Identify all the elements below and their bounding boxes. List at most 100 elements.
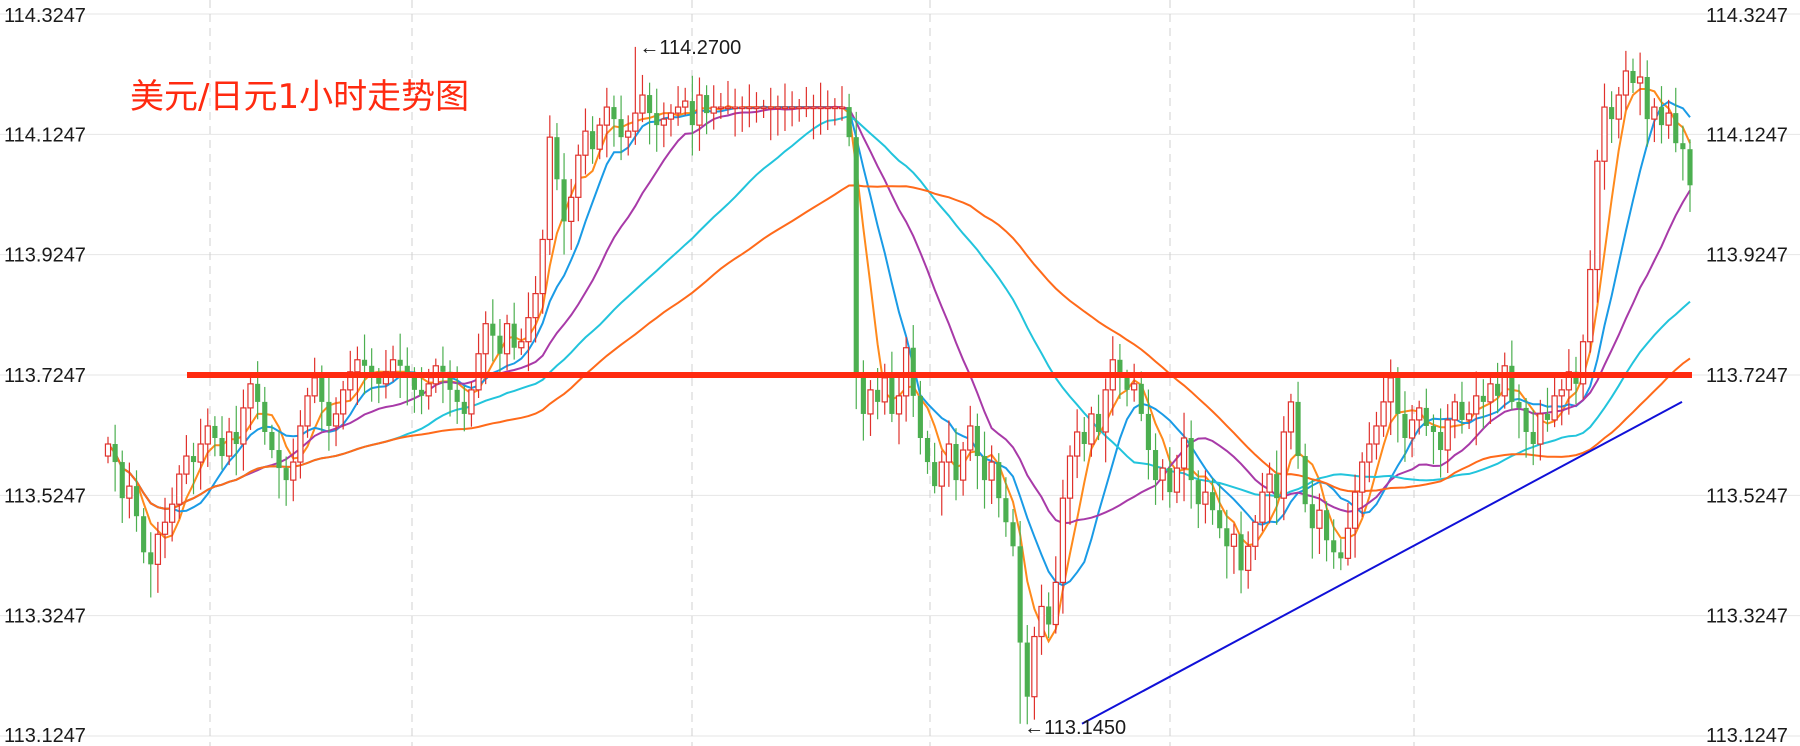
candle-19 (240, 389, 247, 471)
candle-25 (283, 456, 289, 506)
candle-body (1416, 407, 1423, 421)
candle-66 (575, 144, 582, 222)
candle-body (161, 521, 169, 535)
candle-88 (731, 88, 739, 137)
candle-body (867, 389, 874, 415)
candle-body (1159, 467, 1166, 481)
candle-13 (197, 418, 204, 490)
candle-222 (1687, 139, 1693, 212)
candle-body (1487, 383, 1494, 403)
candle-18 (233, 405, 239, 476)
candle-body (148, 552, 154, 565)
candle-140 (1102, 378, 1109, 463)
candle-218 (1658, 86, 1665, 144)
candle-body (176, 473, 183, 505)
candle-body (1601, 106, 1608, 162)
ma20-line (107, 105, 1691, 525)
candle-214 (1630, 58, 1636, 94)
candle-219 (1665, 99, 1672, 139)
candle-body (988, 461, 995, 481)
candle-117 (938, 450, 945, 516)
candle-77 (654, 88, 660, 152)
candle-body (974, 425, 980, 457)
candle-body (1238, 534, 1244, 571)
candle-body (831, 106, 839, 110)
candle-52 (475, 333, 482, 399)
candle-body (717, 106, 725, 110)
candle-215 (1636, 52, 1644, 116)
candle-body (1344, 527, 1352, 559)
y-tick-right-3: 113.7247 (1706, 365, 1788, 387)
candle-body (104, 443, 112, 457)
candle-body (1274, 474, 1280, 499)
candle-body (539, 238, 546, 295)
candle-41 (397, 333, 403, 399)
candle-body (575, 154, 582, 198)
candle-173 (1338, 539, 1344, 571)
candle-body (967, 425, 974, 451)
y-tick-left-6: 113.1247 (4, 725, 86, 746)
candle-body (603, 106, 610, 126)
candle-body (1622, 70, 1630, 96)
y-tick-right-1: 114.1247 (1706, 124, 1788, 146)
candle-body (247, 383, 254, 409)
candle-body (1124, 377, 1130, 390)
candle-body (1102, 389, 1109, 433)
candle-body (1302, 456, 1308, 505)
y-tick-right-0: 114.3247 (1706, 5, 1788, 27)
candle-body (240, 407, 247, 445)
candle-body (889, 377, 895, 414)
y-tick-right-5: 113.3247 (1706, 606, 1788, 628)
candle-body (1252, 521, 1259, 547)
candle-56 (503, 314, 511, 371)
candle-169 (1309, 479, 1315, 559)
candle-201 (1537, 399, 1544, 461)
candle-body (133, 486, 140, 517)
candle-body (411, 377, 417, 390)
candle-body (503, 323, 511, 355)
candle-152 (1188, 420, 1194, 509)
candle-130 (1031, 626, 1038, 720)
candle-0 (104, 436, 112, 464)
candle-body (112, 444, 118, 463)
candle-27 (297, 410, 304, 479)
candle-154 (1202, 470, 1209, 524)
candle-body (654, 113, 660, 126)
candle-114 (917, 380, 923, 455)
candle-92 (760, 99, 767, 119)
candle-168 (1302, 443, 1308, 513)
candle-body (803, 106, 810, 110)
candle-body (1687, 149, 1693, 186)
candle-32 (332, 397, 340, 447)
candle-93 (767, 87, 774, 141)
candle-65 (568, 178, 575, 250)
candle-body (1259, 491, 1266, 523)
candle-body (1180, 437, 1188, 469)
candle-body (767, 106, 774, 110)
candle-body (1509, 365, 1515, 402)
candle-71 (611, 95, 617, 147)
candle-body (119, 462, 125, 499)
candle-body (1338, 552, 1344, 559)
candle-body (1331, 540, 1337, 553)
candle-body (425, 383, 432, 397)
candle-81 (682, 87, 689, 116)
candle-body (1373, 425, 1380, 445)
candle-212 (1615, 86, 1622, 139)
y-tick-left-1: 114.1247 (4, 124, 86, 146)
candle-body (824, 106, 831, 110)
candle-body (902, 347, 910, 397)
candle-body (1495, 383, 1501, 396)
candle-body (475, 353, 482, 391)
candle-142 (1117, 343, 1123, 399)
candle-body (190, 456, 197, 463)
candle-body (1173, 467, 1181, 493)
candle-21 (255, 361, 261, 420)
candle-body (1537, 413, 1544, 445)
candle-body (1324, 510, 1330, 541)
candle-91 (753, 92, 760, 123)
candle-102 (831, 98, 839, 126)
candle-164 (1274, 450, 1280, 525)
candle-body (1130, 383, 1138, 391)
y-tick-left-3: 113.7247 (4, 365, 86, 387)
